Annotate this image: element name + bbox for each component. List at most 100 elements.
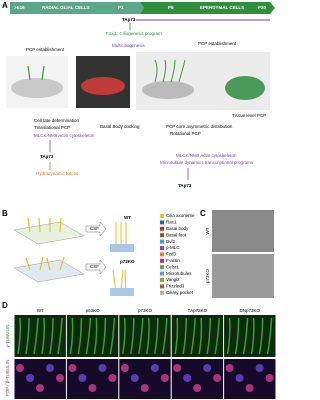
note: Hydrodynamic forces <box>36 171 79 176</box>
flow-arrow <box>85 221 107 237</box>
stain <box>25 317 30 355</box>
regulator: TAp73 <box>122 17 136 22</box>
legend-label: Vangl2 <box>166 277 180 282</box>
regulator: TAp73 <box>40 154 54 159</box>
legend-label: p-MLC <box>166 245 180 250</box>
stain <box>101 317 107 355</box>
stain <box>93 317 98 355</box>
stain <box>250 317 255 355</box>
legend-swatch <box>160 214 164 218</box>
cell <box>142 81 194 99</box>
column-label: DNp73KO <box>240 308 261 313</box>
figure: A >E16 RADIAL GLIAL CELLS P1 P5 EPENDYMA… <box>2 1 276 399</box>
column-label: p53KO <box>86 308 101 313</box>
note: Translational PCP <box>34 125 70 130</box>
micrograph <box>212 210 274 252</box>
stain <box>203 364 212 372</box>
stain <box>266 317 273 355</box>
regulator: TAp73 <box>178 183 192 188</box>
column-label: p73KO <box>138 308 153 313</box>
note: Rotational PCP <box>170 131 201 136</box>
micrograph <box>14 315 66 357</box>
legend-label: Ciliary pocket <box>166 290 194 295</box>
panel-label: A <box>2 1 8 10</box>
stain <box>226 317 231 355</box>
stain <box>98 364 107 372</box>
cell-detail <box>110 244 134 252</box>
stage: P5 <box>168 5 174 10</box>
stain <box>46 364 54 372</box>
flow-arrow <box>85 259 107 275</box>
stain <box>130 374 139 382</box>
stain <box>258 317 264 355</box>
legend-swatch <box>160 258 164 263</box>
note: Cell fate determination <box>34 118 80 123</box>
legend-label: Celsr1 <box>166 264 180 269</box>
legend-swatch <box>160 239 164 244</box>
panel-label: C <box>200 209 206 218</box>
stage: >E16 <box>14 5 25 10</box>
stain <box>41 317 45 355</box>
stain <box>36 384 44 392</box>
cilium <box>27 65 31 81</box>
program: Foxj1: Ciliogenesis program <box>106 31 162 36</box>
stain <box>56 374 64 382</box>
stain <box>78 374 87 382</box>
stain <box>26 374 34 382</box>
stain <box>69 317 74 355</box>
panel-label: B <box>2 209 8 218</box>
cilia <box>154 59 186 83</box>
row-label: γ-TUBULIN <box>5 324 10 347</box>
legend-label: Frizzled3 <box>166 284 185 289</box>
cilia <box>115 222 127 248</box>
stain <box>160 374 169 382</box>
stain <box>138 317 144 355</box>
micrograph <box>224 315 276 357</box>
stain <box>77 317 83 355</box>
stage-label: PCP establishment <box>26 47 65 52</box>
legend-swatch <box>160 271 164 276</box>
segment: EPENDYMAL CELLS <box>200 5 244 10</box>
stain <box>182 317 187 355</box>
stage: P20 <box>258 5 267 10</box>
micrograph <box>171 315 224 357</box>
stain <box>174 317 179 355</box>
micrograph <box>66 315 119 357</box>
legend-swatch <box>160 278 164 282</box>
cilium <box>41 65 45 81</box>
stain <box>16 364 24 372</box>
program: Multiciliogenesis <box>112 43 146 48</box>
flow-label: CSF <box>90 226 99 231</box>
note: MLCK/NMII Actin cytoskeleton <box>34 133 95 138</box>
legend-label: Microtubules <box>166 271 192 276</box>
note: Basal Body docking <box>100 124 140 129</box>
stain <box>213 374 222 382</box>
cell-schematic <box>13 221 85 245</box>
stain <box>183 374 192 382</box>
legend-label: Rac1 <box>166 220 177 225</box>
cell-schematic <box>13 259 85 283</box>
micrograph <box>119 315 171 357</box>
stain <box>33 317 39 355</box>
cell <box>225 76 265 100</box>
stain <box>234 317 240 355</box>
stain <box>154 317 159 355</box>
legend-label: Fzd3 <box>166 252 177 257</box>
legend-label: Basal body <box>166 226 189 231</box>
stain <box>206 317 211 355</box>
stain <box>57 317 63 355</box>
stain <box>17 317 21 355</box>
stain <box>122 317 126 355</box>
legend-label: Cilia axoneme <box>166 213 195 218</box>
legend-swatch <box>160 284 164 289</box>
stain <box>85 317 92 355</box>
stain <box>109 317 116 355</box>
stain <box>265 374 274 382</box>
legend-swatch <box>160 220 164 225</box>
legend-label: Basal foot <box>166 232 187 237</box>
stain <box>150 364 159 372</box>
condition: p73KO <box>120 259 135 264</box>
stain <box>88 384 97 392</box>
stain <box>162 317 168 355</box>
